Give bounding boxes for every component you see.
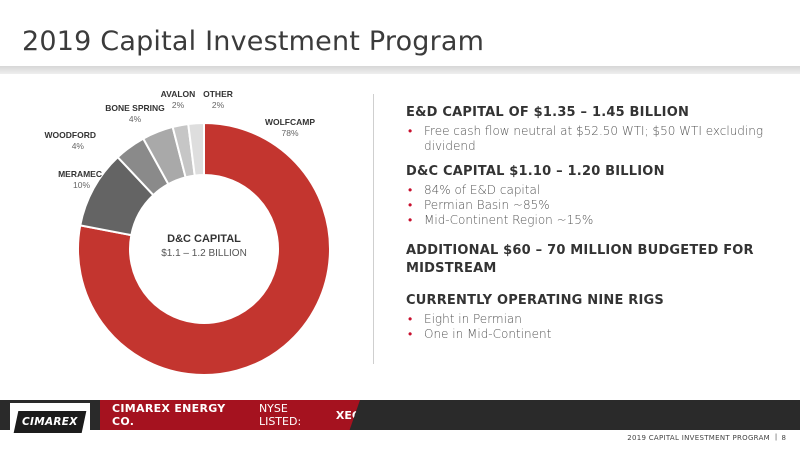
donut-slice-other	[187, 121, 205, 177]
section-heading: E&D CAPITAL OF $1.35 – 1.45 BILLION	[406, 105, 690, 120]
bullet-item: • One in Mid-Continent	[406, 327, 786, 342]
footer-caption: 2019 CAPITAL INVESTMENT PROGRAM	[627, 434, 770, 442]
bullet-item: • Mid-Continent Region ~15%	[406, 213, 786, 228]
donut-slices	[77, 121, 331, 376]
bullet-text: Mid-Continent Region ~15%	[424, 213, 594, 227]
section-dc-capital: D&C CAPITAL $1.10 – 1.20 BILLION • 84% of…	[406, 163, 786, 228]
bullet-dot-icon: •	[408, 312, 413, 326]
bullet-item: • Free cash flow neutral at $52.50 WTI; $…	[406, 124, 786, 154]
slice-label: AVALON	[161, 89, 196, 99]
donut-slice-wolfcamp	[77, 121, 331, 376]
logo-text: CIMAREX	[22, 415, 78, 428]
bullet-dot-icon: •	[408, 213, 413, 227]
section-heading: ADDITIONAL $60 – 70 MILLION BUDGETED FOR…	[406, 243, 754, 276]
company-logo: CIMAREX	[10, 403, 90, 440]
bullet-item: • Permian Basin ~85%	[406, 198, 786, 213]
right-panel: E&D CAPITAL OF $1.35 – 1.45 BILLION • Fre…	[406, 104, 786, 351]
slice-value-label: 78%	[281, 128, 298, 138]
bullet-item: • Eight in Permian	[406, 312, 786, 327]
bullet-dot-icon: •	[408, 327, 413, 341]
bullet-text: Free cash flow neutral at $52.50 WTI; $5…	[424, 124, 764, 153]
section-ed-capital: E&D CAPITAL OF $1.35 – 1.45 BILLION • Fre…	[406, 104, 786, 154]
bullet-item: • 84% of E&D capital	[406, 183, 786, 198]
bullet-dot-icon: •	[408, 124, 413, 138]
slice-label: MERAMEC	[58, 169, 102, 179]
slice-value-label: 2%	[172, 100, 185, 110]
page-separator: |	[775, 434, 777, 441]
section-midstream: ADDITIONAL $60 – 70 MILLION BUDGETED FOR…	[406, 242, 786, 278]
bullet-text: Permian Basin ~85%	[424, 198, 550, 212]
section-heading: CURRENTLY OPERATING NINE RIGS	[406, 293, 664, 308]
bullet-dot-icon: •	[408, 183, 413, 197]
footer-company-banner: CIMAREX ENERGY CO. NYSE LISTED: XEC	[100, 400, 360, 430]
logo-badge: CIMAREX	[13, 410, 87, 433]
slice-value-label: 4%	[129, 114, 142, 124]
bullet-list: • Eight in Permian • One in Mid-Continent	[406, 312, 786, 342]
slice-label: OTHER	[203, 89, 233, 99]
slice-label: WOLFCAMP	[265, 117, 315, 127]
bullet-list: • Free cash flow neutral at $52.50 WTI; $…	[406, 124, 786, 154]
bullet-text: 84% of E&D capital	[424, 183, 541, 197]
bullet-list: • 84% of E&D capital • Permian Basin ~85% …	[406, 183, 786, 228]
section-rigs: CURRENTLY OPERATING NINE RIGS • Eight in …	[406, 292, 786, 342]
exchange-listing: NYSE LISTED:	[258, 402, 302, 428]
center-label: D&C CAPITAL	[167, 233, 241, 245]
slice-label: BONE SPRING	[105, 103, 165, 113]
center-value: $1.1 – 1.2 BILLION	[161, 248, 247, 259]
slice-label: WOODFORD	[45, 130, 96, 140]
vertical-divider	[373, 94, 374, 364]
bullet-dot-icon: •	[408, 198, 413, 212]
company-name: CIMAREX ENERGY CO.	[112, 402, 226, 428]
slice-value-label: 10%	[73, 180, 90, 190]
page-title: 2019 Capital Investment Program	[22, 26, 485, 57]
slice-value-label: 2%	[212, 100, 225, 110]
section-heading: D&C CAPITAL $1.10 – 1.20 BILLION	[406, 164, 665, 179]
slice-value-label: 4%	[72, 141, 85, 151]
bullet-text: One in Mid-Continent	[424, 327, 552, 341]
bullet-text: Eight in Permian	[424, 312, 522, 326]
page-number: 8	[781, 434, 786, 442]
title-rule	[0, 66, 800, 74]
